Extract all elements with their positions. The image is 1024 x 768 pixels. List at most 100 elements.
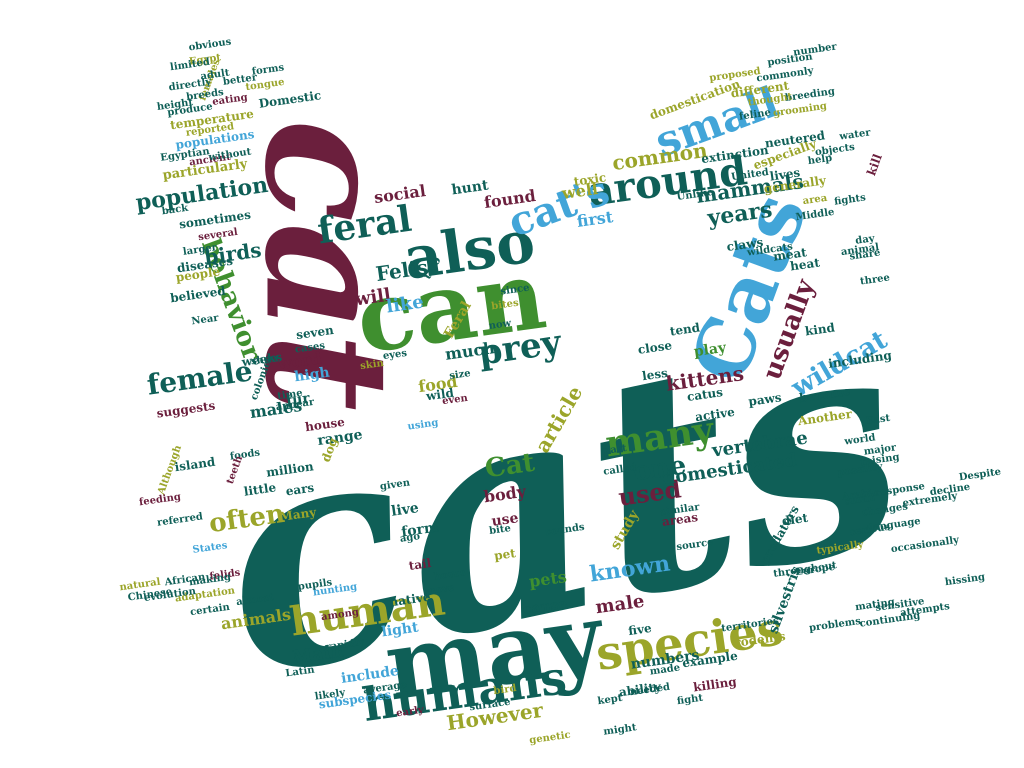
word-given: given xyxy=(379,477,411,492)
word-areas: areas xyxy=(661,510,699,529)
word-native: native xyxy=(389,590,432,610)
word-cat: Cat xyxy=(483,448,536,485)
word-early: early xyxy=(396,704,426,719)
word-latin: Latin xyxy=(285,664,316,679)
word-world: world xyxy=(843,432,877,447)
word-meat: meat xyxy=(772,245,808,264)
word-time: time xyxy=(277,388,304,402)
word-back: back xyxy=(161,203,190,218)
word-tongue: tongue xyxy=(245,77,285,93)
word-claws: claws xyxy=(726,235,765,254)
word-bird: bird xyxy=(493,683,517,697)
word-foods: foods xyxy=(229,447,261,462)
word-little: little xyxy=(243,480,277,498)
word-form: form xyxy=(400,519,440,540)
word-three: three xyxy=(859,272,890,287)
word-live: live xyxy=(390,500,420,520)
word-five: five xyxy=(627,621,652,638)
word-bites: bites xyxy=(491,298,520,313)
word-light: light xyxy=(381,619,420,640)
word-middle: Middle xyxy=(795,207,835,223)
word-sounds: sounds xyxy=(545,522,586,538)
word-toxic: toxic xyxy=(573,170,607,188)
word-less: less xyxy=(641,366,669,383)
word-better: better xyxy=(222,72,258,88)
word-source: source xyxy=(676,537,714,553)
word-east: East xyxy=(865,413,891,427)
word-ears: ears xyxy=(285,481,315,499)
word-area: area xyxy=(802,193,828,207)
word-kept: kept xyxy=(597,693,624,707)
word-catus: catus xyxy=(686,385,724,404)
word-tail: tail xyxy=(408,556,433,573)
word-show: show xyxy=(250,353,280,368)
word-close: close xyxy=(637,338,673,357)
word-house: house xyxy=(304,415,346,434)
word-wild: wild xyxy=(424,386,455,404)
word-cases: cases xyxy=(294,340,326,355)
word-active: active xyxy=(694,405,736,424)
word-hunt: hunt xyxy=(451,177,490,198)
word-unlike: Unlike xyxy=(676,187,714,203)
word-kind: kind xyxy=(804,320,836,338)
word-arabic: Arabic xyxy=(840,487,879,503)
word-forms: forms xyxy=(251,62,285,77)
word-ability: ability xyxy=(618,679,663,699)
word-might: might xyxy=(603,722,638,738)
word-eating: eating xyxy=(212,92,249,108)
word-since: since xyxy=(500,283,530,298)
word-weeks: weeks xyxy=(240,350,283,370)
word-fight: fight xyxy=(676,693,704,708)
word-tend: tend xyxy=(669,320,702,338)
word-high: high xyxy=(293,365,330,386)
word-island: island xyxy=(174,455,217,475)
word-group: catscatcanmayCatsalsohumansspecieshumans… xyxy=(119,37,1002,747)
word-bite: bite xyxy=(488,523,511,537)
word-now: now xyxy=(488,318,512,332)
word-united: United xyxy=(731,167,770,183)
word-play: play xyxy=(693,340,728,360)
word-cat: cat xyxy=(227,119,427,411)
word-cause: cause xyxy=(522,596,568,618)
word-range: range xyxy=(316,427,363,449)
word-help: help xyxy=(807,153,833,167)
word-million: million xyxy=(265,459,314,480)
word-skin: skin xyxy=(360,358,386,372)
word-adult: adult xyxy=(200,67,231,82)
word-fights: fights xyxy=(833,192,866,207)
word-seven: seven xyxy=(295,323,335,342)
word-appear: appear xyxy=(275,397,315,413)
word-pet: pet xyxy=(493,546,517,563)
word-many: Many xyxy=(279,505,318,524)
word-use: use xyxy=(491,510,520,530)
word-one: one xyxy=(632,450,688,487)
word-like: like xyxy=(385,291,425,317)
word-felids: felids xyxy=(209,567,241,582)
word-using: using xyxy=(407,417,439,432)
word-made: made xyxy=(649,662,681,677)
word-will: will xyxy=(353,285,393,311)
word-killing: killing xyxy=(692,674,738,694)
word-move: move xyxy=(425,583,456,598)
word-near: Near xyxy=(191,313,220,328)
word-larger: larger xyxy=(182,242,218,258)
word-raising: raising xyxy=(860,452,900,468)
word-almost: almost xyxy=(236,592,275,608)
word-among: among xyxy=(320,607,359,623)
word-hours: hours xyxy=(433,567,467,582)
word-called: called xyxy=(603,462,638,478)
word-heat: heat xyxy=(789,255,821,273)
word-states: States xyxy=(192,540,228,556)
word-even: even xyxy=(441,393,469,408)
word-diet: diet xyxy=(781,511,809,529)
word-share: share xyxy=(849,247,881,262)
word-small: small xyxy=(844,492,876,507)
word-people: people xyxy=(175,264,221,284)
word-day: day xyxy=(855,233,877,247)
word-size: size xyxy=(449,368,472,382)
word-major: major xyxy=(863,442,898,458)
word-ago: ago xyxy=(399,531,421,545)
word-fur: fur xyxy=(285,390,311,409)
